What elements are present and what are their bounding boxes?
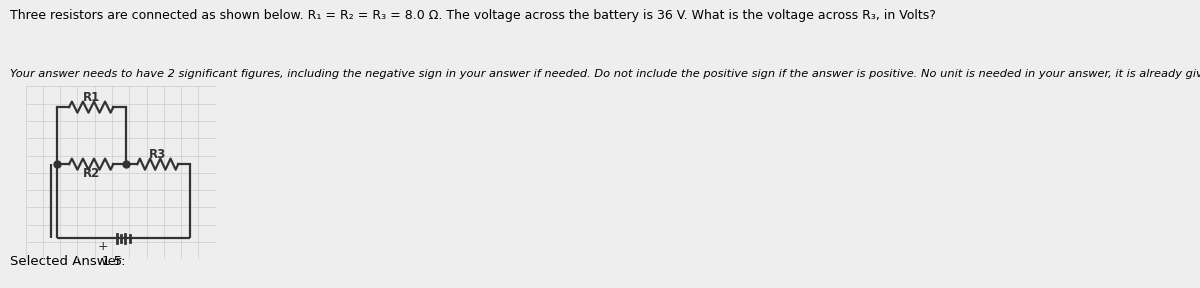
Text: Three resistors are connected as shown below. R₁ = R₂ = R₃ = 8.0 Ω. The voltage : Three resistors are connected as shown b… [10, 9, 936, 22]
Text: 1.5: 1.5 [102, 255, 124, 268]
Text: +: + [97, 240, 108, 253]
Text: Your answer needs to have 2 significant figures, including the negative sign in : Your answer needs to have 2 significant … [10, 69, 1200, 79]
Text: Selected Answer:: Selected Answer: [10, 255, 125, 268]
Text: R3: R3 [149, 148, 167, 161]
Text: R1: R1 [83, 91, 100, 104]
Text: R2: R2 [83, 167, 100, 180]
